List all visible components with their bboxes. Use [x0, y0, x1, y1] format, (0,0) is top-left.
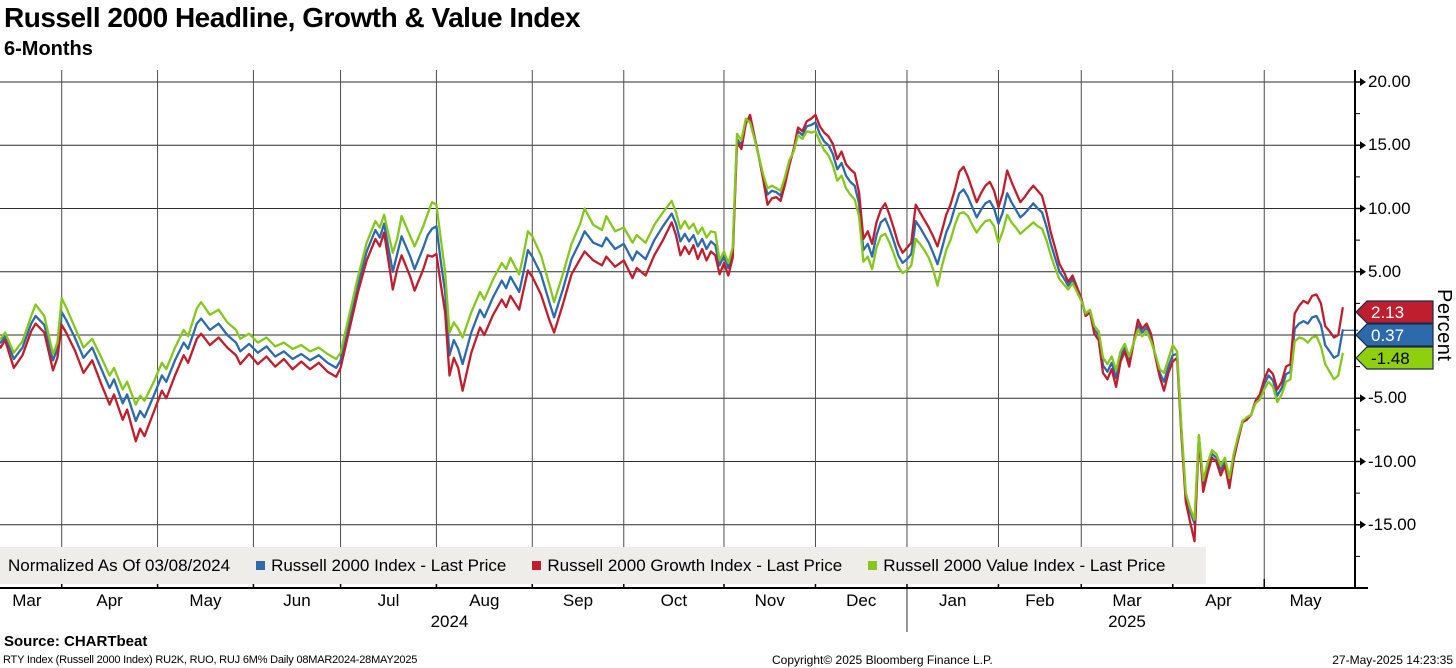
legend-item-value[interactable]: Russell 2000 Value Index - Last Price — [868, 556, 1165, 576]
y-tick-arrow-icon — [1360, 78, 1366, 86]
last-price-flag-label: 0.37 — [1371, 326, 1404, 345]
y-axis-tick-label: -15.00 — [1368, 514, 1417, 534]
ticker-description: RTY Index (Russell 2000 Index) RU2K, RUO… — [3, 654, 418, 666]
legend-normalized-label: Normalized As Of 03/08/2024 — [8, 555, 231, 575]
legend-item-headline[interactable]: Russell 2000 Index - Last Price — [256, 556, 506, 576]
x-axis-month-label: Jan — [938, 591, 967, 610]
copyright-notice: Copyright© 2025 Bloomberg Finance L.P. — [772, 653, 993, 667]
growth-series-swatch-icon — [532, 561, 542, 570]
timestamp: 27-May-2025 14:23:35 — [1332, 653, 1453, 667]
y-axis-title: Percent — [1433, 289, 1455, 362]
series-line-headline — [0, 117, 1344, 525]
x-axis-month-label: Jun — [283, 591, 311, 610]
last-price-flag-label: 2.13 — [1371, 303, 1404, 322]
chart-legend: Normalized As Of 03/08/2024 Russell 2000… — [0, 547, 1206, 584]
last-price-flag-value — [1355, 346, 1434, 370]
last-price-flag-label: -1.48 — [1371, 349, 1410, 368]
x-axis-month-label: Aug — [469, 591, 500, 610]
y-axis-tick-label: 20.00 — [1368, 72, 1411, 91]
x-axis-month-label: Dec — [846, 591, 877, 610]
x-axis-month-label: Sep — [562, 591, 594, 610]
x-axis-month-label: Mar — [12, 591, 42, 610]
y-tick-arrow-icon — [1360, 267, 1366, 276]
legend-item-label: Russell 2000 Growth Index - Last Price — [547, 555, 843, 575]
x-axis-year-label: 2024 — [430, 612, 469, 631]
series-line-growth — [0, 113, 1344, 543]
x-axis-year-label: 2025 — [1108, 612, 1146, 631]
y-axis-tick-label: 5.00 — [1368, 261, 1402, 281]
page-title: Russell 2000 Headline, Growth & Value In… — [4, 2, 581, 33]
source-label: Source: CHARTbeat — [4, 633, 148, 650]
y-axis-tick-label: 15.00 — [1368, 135, 1411, 155]
y-axis-tick-label: -10.00 — [1368, 451, 1417, 471]
last-price-flag-growth — [1355, 300, 1434, 324]
headline-series-swatch-icon — [256, 561, 266, 570]
x-axis-month-label: Oct — [660, 591, 688, 610]
x-axis-month-label: Mar — [1112, 591, 1142, 610]
x-axis-month-label: Nov — [754, 591, 785, 610]
y-tick-arrow-icon — [1360, 204, 1366, 213]
y-tick-arrow-icon — [1360, 457, 1366, 466]
x-axis-month-label: May — [1289, 591, 1322, 610]
last-price-flag-headline — [1355, 323, 1434, 347]
x-axis-month-label: Apr — [1205, 591, 1232, 610]
y-tick-arrow-icon — [1360, 141, 1366, 150]
y-axis-tick-label: -5.00 — [1368, 388, 1407, 408]
x-axis-month-label: May — [189, 591, 222, 610]
x-axis-month-label: Feb — [1025, 591, 1055, 610]
legend-item-label: Russell 2000 Value Index - Last Price — [883, 555, 1166, 575]
value-series-swatch-icon — [868, 561, 878, 570]
y-tick-arrow-icon — [1360, 520, 1366, 529]
chart-subtitle: 6-Months — [4, 38, 93, 60]
series-line-value — [0, 117, 1344, 521]
legend-item-label: Russell 2000 Index - Last Price — [271, 555, 507, 575]
x-axis-month-label: Jul — [377, 591, 400, 610]
legend-item-growth[interactable]: Russell 2000 Growth Index - Last Price — [532, 556, 842, 576]
x-axis-month-label: Apr — [96, 591, 123, 610]
y-tick-arrow-icon — [1360, 394, 1366, 403]
y-axis-tick-label: 10.00 — [1368, 198, 1411, 218]
